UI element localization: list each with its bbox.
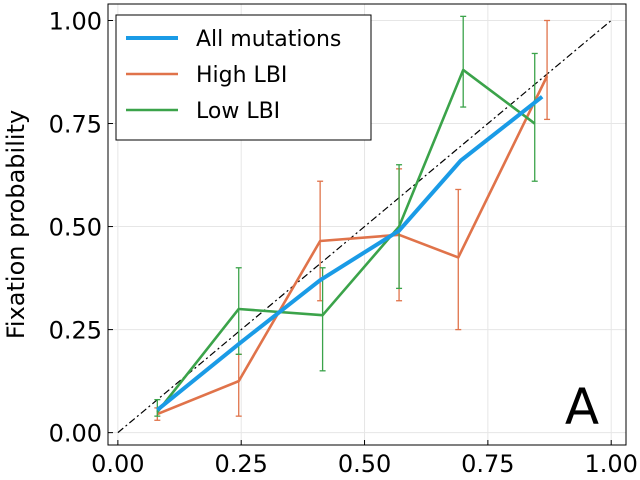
series-line-1 (156, 75, 549, 416)
x-tick-label-1: 0.25 (214, 450, 267, 478)
series-layer (154, 15, 551, 421)
panel-label: A (565, 378, 599, 436)
x-tick-label-0: 0.00 (91, 450, 144, 478)
x-tick-label-2: 0.50 (338, 450, 391, 478)
y-tick-label-3: 0.75 (49, 111, 102, 139)
plot-frame (107, 3, 627, 446)
x-tick-label-3: 0.75 (461, 450, 514, 478)
axis-ticks: 0.00 0.25 0.50 0.75 1.00 0.00 0.25 0.50 0.75 1.00 (49, 7, 638, 478)
x-tick-label-4: 1.00 (584, 450, 637, 478)
legend: All mutations High LBI Low LBI (115, 14, 372, 141)
legend-label-1: High LBI (196, 63, 287, 88)
series-0 (156, 95, 544, 412)
diagonal-reference-line (117, 20, 612, 434)
series-line-2 (156, 68, 536, 413)
series-line-0 (156, 95, 544, 412)
legend-label-2: Low LBI (196, 99, 280, 124)
y-axis-label: Fixation probability (2, 110, 30, 339)
y-tick-label-2: 0.50 (49, 214, 102, 242)
series-2 (154, 15, 538, 417)
legend-label-0: All mutations (196, 27, 341, 52)
y-tick-label-4: 1.00 (49, 7, 102, 35)
y-tick-label-0: 0.00 (49, 420, 102, 448)
y-tick-label-1: 0.25 (49, 317, 102, 345)
legend-box (115, 14, 372, 141)
